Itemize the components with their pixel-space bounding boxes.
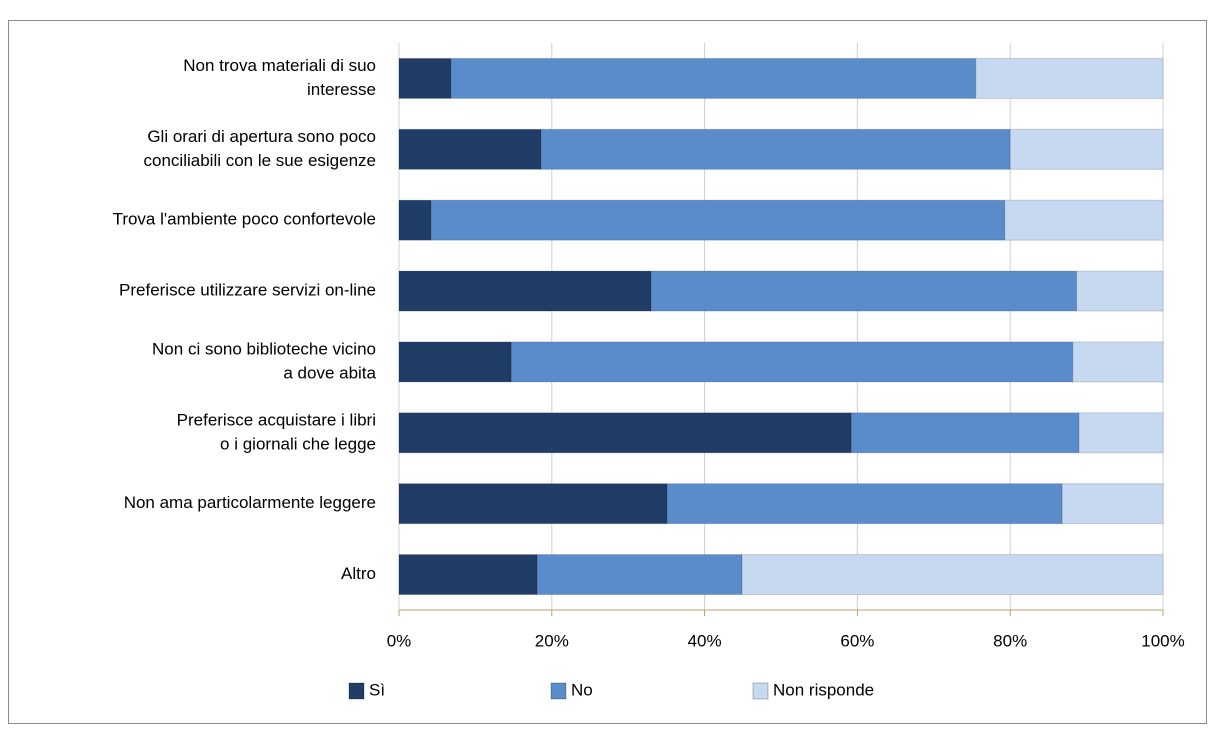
bar-segment <box>975 57 1164 99</box>
y-tick-label: Altro <box>341 564 376 583</box>
bar-segment <box>398 270 652 312</box>
bar-segment <box>398 554 538 596</box>
bar-segment <box>398 483 668 525</box>
x-tick-label: 40% <box>688 631 722 650</box>
bar-segment <box>398 412 852 454</box>
bar-segment <box>666 483 1063 525</box>
legend-swatch <box>752 682 769 700</box>
bar-segment <box>430 199 1006 241</box>
y-tick-label: interesse <box>307 80 376 99</box>
y-tick-label: Non ci sono biblioteche vicino <box>152 339 376 358</box>
y-tick-label: Preferisce acquistare i libri <box>177 410 376 429</box>
y-tick-label: Preferisce utilizzare servizi on-line <box>119 281 376 300</box>
bar-segment <box>398 128 542 170</box>
bar-segment <box>741 554 1164 596</box>
y-tick-label: a dove abita <box>283 363 376 382</box>
y-tick-label: Non trova materiali di suo <box>183 56 376 75</box>
x-tick-label: 100% <box>1141 631 1184 650</box>
bar-segment <box>398 341 512 383</box>
bar-segment <box>850 412 1080 454</box>
bar-segment <box>536 554 743 596</box>
bar-segment <box>398 57 452 99</box>
bar-segment <box>510 341 1074 383</box>
bar-segment <box>1076 270 1164 312</box>
y-tick-label: o i giornali che legge <box>220 434 376 453</box>
x-tick-label: 0% <box>387 631 412 650</box>
bar-segment <box>1004 199 1164 241</box>
legend-label: Non risponde <box>773 680 874 699</box>
bar-segment <box>398 199 432 241</box>
y-tick-label: Non ama particolarmente leggere <box>124 493 376 512</box>
bar-segment <box>450 57 977 99</box>
bar-segment <box>1072 341 1164 383</box>
x-tick-label: 20% <box>535 631 569 650</box>
y-tick-label: conciliabili con le sue esigenze <box>144 151 376 170</box>
bar-segment <box>540 128 1011 170</box>
bar-segment <box>1078 412 1164 454</box>
legend-swatch <box>550 682 567 700</box>
bar-segment <box>650 270 1078 312</box>
x-tick-label: 80% <box>993 631 1027 650</box>
y-tick-label: Gli orari di apertura sono poco <box>147 127 376 146</box>
y-tick-label: Trova l'ambiente poco confortevole <box>113 210 376 229</box>
legend-label: Sì <box>369 680 385 699</box>
x-tick-label: 60% <box>840 631 874 650</box>
bar-segment <box>1009 128 1164 170</box>
legend-swatch <box>348 682 365 700</box>
bar-segment <box>1061 483 1164 525</box>
legend-label: No <box>571 680 593 699</box>
